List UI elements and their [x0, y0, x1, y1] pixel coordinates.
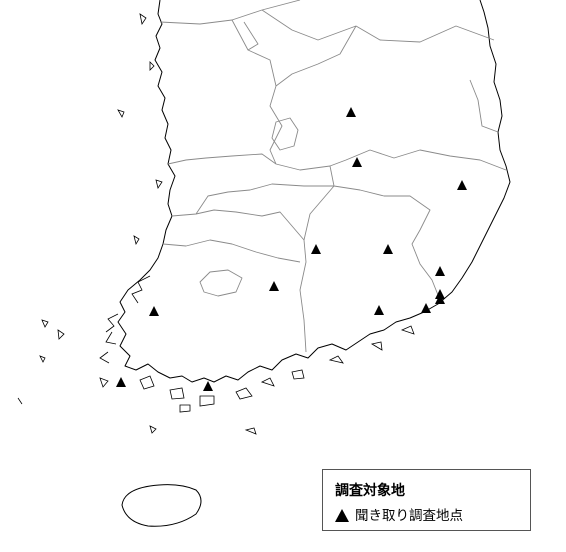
survey-site-marker — [435, 266, 445, 276]
survey-site-marker — [116, 377, 126, 387]
survey-site-marker — [435, 294, 445, 304]
survey-site-marker — [149, 306, 159, 316]
survey-site-marker — [346, 107, 356, 117]
survey-site-marker — [311, 244, 321, 254]
west-sea-islands — [17, 13, 163, 434]
legend-box: 調査対象地 聞き取り調査地点 — [322, 469, 531, 531]
mainland-coastline — [117, 0, 511, 383]
survey-site-marker — [269, 281, 279, 291]
legend-item: 聞き取り調査地点 — [335, 504, 463, 524]
survey-site-marker — [383, 244, 393, 254]
survey-site-markers — [116, 107, 467, 391]
west-coast-islands — [99, 275, 415, 435]
survey-site-marker — [421, 303, 431, 313]
district-outline-2 — [271, 117, 299, 151]
legend-item-label: 聞き取り調査地点 — [355, 508, 463, 524]
survey-site-marker — [374, 305, 384, 315]
legend-title: 調査対象地 — [335, 483, 405, 499]
survey-site-marker — [352, 157, 362, 167]
survey-site-marker — [457, 180, 467, 190]
jeju-island — [121, 484, 202, 527]
province-borders — [159, 0, 507, 353]
district-outline — [199, 269, 243, 297]
triangle-marker-icon — [335, 509, 349, 522]
survey-site-marker — [203, 381, 213, 391]
